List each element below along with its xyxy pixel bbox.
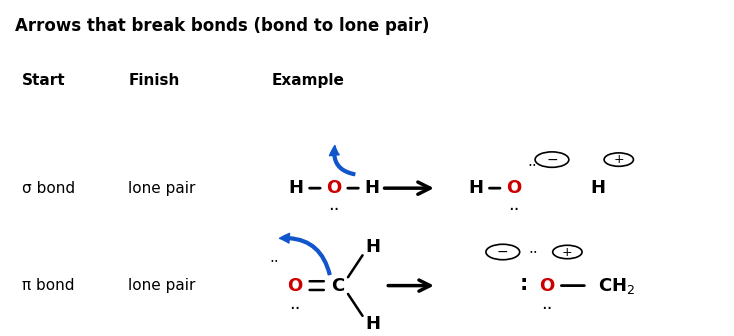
Text: −: − (546, 153, 558, 167)
Text: Example: Example (272, 73, 344, 88)
Text: Finish: Finish (128, 73, 180, 88)
Text: O: O (288, 277, 302, 295)
Text: π bond: π bond (22, 278, 75, 293)
Text: H: H (288, 179, 303, 197)
Text: ⋅⋅: ⋅⋅ (289, 300, 301, 318)
Text: ⋅⋅: ⋅⋅ (527, 157, 537, 172)
Text: +: + (614, 153, 624, 166)
Text: O: O (506, 179, 521, 197)
FancyArrowPatch shape (330, 145, 355, 176)
Text: H: H (366, 315, 380, 333)
Text: O: O (539, 277, 554, 295)
Text: lone pair: lone pair (128, 181, 196, 196)
Text: ⋅⋅: ⋅⋅ (328, 201, 340, 219)
Text: −: − (497, 245, 509, 259)
Text: +: + (562, 246, 573, 258)
Text: σ bond: σ bond (22, 181, 75, 196)
Text: lone pair: lone pair (128, 278, 196, 293)
Text: ⋅⋅: ⋅⋅ (541, 300, 553, 318)
FancyArrowPatch shape (280, 234, 331, 275)
Text: O: O (327, 179, 341, 197)
Text: ⋅⋅: ⋅⋅ (528, 245, 539, 259)
Text: Arrows that break bonds (bond to lone pair): Arrows that break bonds (bond to lone pa… (15, 17, 429, 35)
Text: CH$_2$: CH$_2$ (598, 276, 635, 296)
Text: H: H (366, 238, 380, 256)
Text: C: C (331, 277, 344, 295)
Text: H: H (468, 179, 483, 197)
Text: ⋅⋅: ⋅⋅ (269, 253, 280, 268)
Text: :: : (519, 274, 528, 294)
Text: Start: Start (22, 73, 65, 88)
Text: ⋅⋅: ⋅⋅ (508, 201, 520, 219)
Text: H: H (365, 179, 379, 197)
Text: H: H (591, 179, 606, 197)
